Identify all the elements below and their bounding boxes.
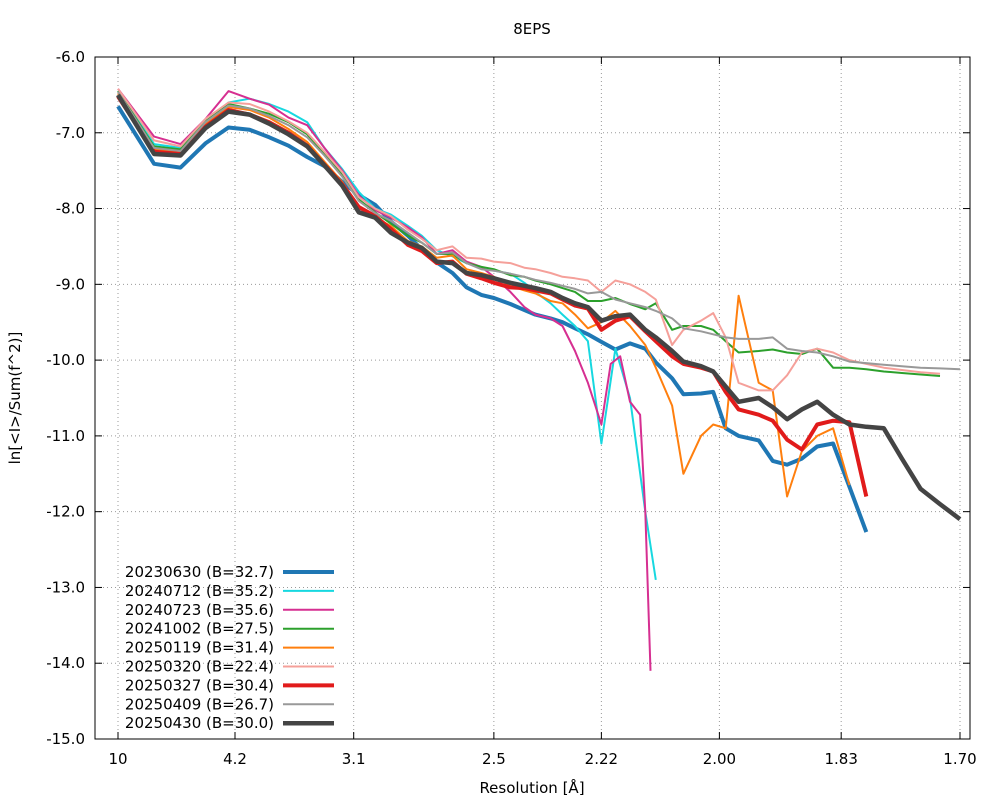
legend-label-7: 20250327 (B=30.4) [125,676,274,694]
series-line-4 [117,90,941,377]
grid-lines [95,56,970,740]
legend-label-8: 20250409 (B=26.7) [125,695,274,713]
series-line-3 [117,88,652,671]
legend-label-6: 20250320 (B=22.4) [125,658,274,676]
y-tick-label: -7.0 [56,124,85,142]
x-tick-label: 2.22 [585,750,618,768]
series-line-8 [117,91,961,371]
axis-ticks: -6.0 -7.0 -8.0 -9.0 -10.0 -11.0 -12.0 -13.0 -14.… [46,48,977,768]
legend: 20230630 (B=32.7)20240712 (B=35.2)202407… [125,563,334,732]
series-line-6 [117,88,941,392]
chart-title: 8EPS [513,20,551,38]
y-tick-label: -15.0 [46,730,85,748]
x-tick-label: 4.2 [223,750,247,768]
plot-frame [94,56,971,740]
legend-label-9: 20250430 (B=30.0) [125,714,274,732]
y-tick-label: -11.0 [46,427,85,445]
y-tick-label: -13.0 [46,578,85,596]
y-axis-label: ln[<I>/Sum(f^2)] [6,332,24,465]
x-tick-label: 3.1 [342,750,366,768]
legend-label-4: 20241002 (B=27.5) [125,620,274,638]
legend-label-1: 20230630 (B=32.7) [125,563,274,581]
series-line-9 [116,93,962,521]
series-line-2 [117,90,657,581]
legend-label-5: 20250119 (B=31.4) [125,639,274,657]
y-tick-label: -10.0 [46,351,85,369]
y-tick-label: -9.0 [56,275,85,293]
y-tick-label: -6.0 [56,48,85,66]
y-tick-label: -14.0 [46,654,85,672]
series-line-1 [116,105,869,533]
legend-label-3: 20240723 (B=35.6) [125,601,274,619]
x-axis-label: Resolution [Å] [479,778,584,797]
y-tick-label: -12.0 [46,503,85,521]
x-tick-label: 10 [108,750,127,768]
y-tick-label: -8.0 [56,200,85,218]
x-tick-label: 2.5 [482,750,506,768]
x-tick-label: 2.00 [703,750,736,768]
data-series [116,88,962,671]
x-tick-label: 1.83 [824,750,857,768]
legend-label-2: 20240712 (B=35.2) [125,582,274,600]
x-tick-label: 1.70 [943,750,976,768]
